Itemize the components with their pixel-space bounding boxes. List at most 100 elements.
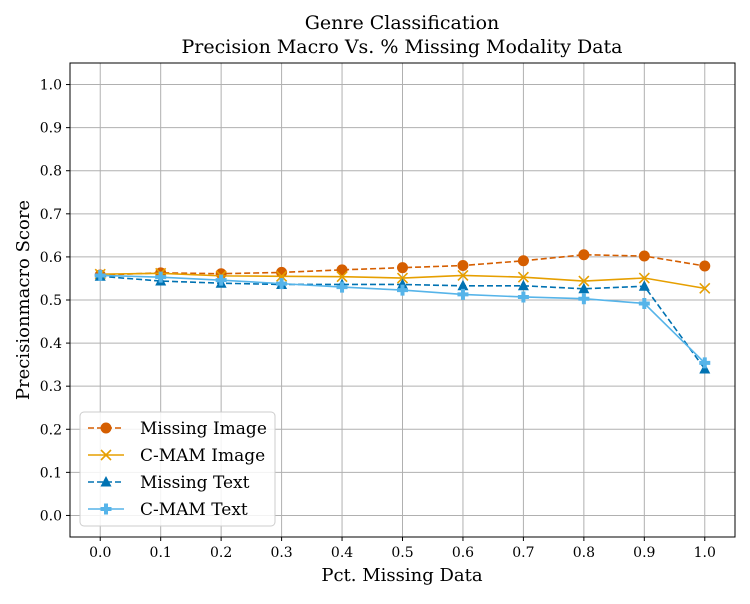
- data-point: [699, 282, 711, 294]
- x-marker: [336, 271, 348, 283]
- x-tick-label: 0.3: [270, 545, 292, 561]
- x-marker: [276, 270, 288, 282]
- x-tick-label: 0.0: [89, 545, 111, 561]
- x-tick-label: 0.7: [512, 545, 534, 561]
- y-tick-label: 0.5: [40, 293, 62, 309]
- x-tick-label: 0.6: [452, 545, 474, 561]
- plus-marker: [517, 291, 529, 303]
- circle-marker: [397, 262, 408, 274]
- triangle-marker: [638, 280, 650, 291]
- chart-subtitle: Precision Macro Vs. % Missing Modality D…: [181, 36, 622, 58]
- x-marker: [457, 269, 469, 282]
- x-marker: [517, 271, 529, 283]
- x-tick-label: 0.4: [331, 545, 353, 561]
- x-marker: [638, 272, 650, 284]
- x-tick-label: 0.2: [210, 545, 232, 561]
- legend-marker: [100, 503, 112, 515]
- x-tick-label: 0.8: [573, 545, 595, 561]
- y-axis-ticks: 0.0 0.1 0.2 0.3 0.4 0.5 0.6 0.7 0.8 0.9 1.0: [40, 78, 70, 524]
- triangle-marker: [517, 279, 529, 291]
- plus-marker: [638, 297, 650, 309]
- legend-item: Missing Image: [88, 419, 267, 439]
- x-tick-label: 0.9: [633, 545, 655, 561]
- y-tick-label: 0.2: [40, 422, 62, 438]
- triangle-marker: [397, 278, 408, 289]
- data-point: [155, 271, 167, 283]
- plus-marker: [155, 271, 167, 283]
- data-point: [397, 262, 408, 274]
- data-point: [638, 250, 650, 262]
- data-point: [457, 288, 469, 300]
- legend-marker: [100, 476, 112, 487]
- data-point: [336, 264, 348, 276]
- circle-marker: [638, 250, 650, 262]
- legend-label: Missing Image: [140, 419, 267, 439]
- x-axis-ticks: 0.0 0.1 0.2 0.3 0.4 0.5 0.6 0.7 0.8 0.9 1.0: [89, 537, 716, 561]
- legend-box: [79, 411, 276, 527]
- legend-item: Missing Text: [88, 473, 250, 493]
- y-tick-label: 1.0: [40, 78, 62, 94]
- legend-label: Missing Text: [140, 473, 250, 493]
- data-point: [638, 272, 650, 284]
- data-point: [638, 280, 650, 291]
- data-point: [276, 270, 288, 282]
- y-tick-label: 0.1: [40, 465, 62, 481]
- plus-marker: [457, 288, 469, 300]
- data-point: [578, 275, 590, 287]
- data-point: [517, 255, 529, 267]
- series-c-mam-text: [94, 269, 711, 369]
- y-axis-label: Precisionmacro Score: [13, 200, 34, 400]
- y-tick-label: 0.3: [40, 379, 62, 395]
- plus-marker: [215, 274, 227, 286]
- x-marker: [100, 449, 112, 461]
- data-point: [699, 260, 711, 272]
- data-point: [94, 269, 106, 281]
- data-point: [517, 291, 529, 303]
- data-point: [699, 357, 711, 369]
- data-point: [578, 249, 590, 261]
- circle-marker: [336, 264, 348, 276]
- y-tick-label: 0.9: [40, 121, 62, 137]
- y-tick-label: 0.4: [40, 336, 62, 352]
- x-tick-label: 0.5: [391, 545, 413, 561]
- plus-marker: [578, 293, 590, 305]
- x-marker: [699, 282, 711, 294]
- legend-marker: [100, 449, 112, 461]
- x-axis-label: Pct. Missing Data: [321, 565, 483, 586]
- data-point: [457, 279, 469, 291]
- data-point: [215, 274, 227, 286]
- legend: Missing Image C-MAM Image Missing Text C-MA…: [79, 411, 276, 527]
- x-marker: [396, 272, 409, 284]
- data-point: [397, 278, 408, 289]
- circle-marker: [457, 260, 469, 272]
- data-point: [578, 282, 590, 294]
- data-point: [457, 260, 469, 272]
- y-tick-label: 0.0: [40, 508, 62, 524]
- y-tick-label: 0.8: [40, 164, 62, 180]
- circle-marker: [517, 255, 529, 267]
- legend-marker: [100, 422, 112, 434]
- triangle-marker: [578, 282, 590, 294]
- data-point: [457, 269, 469, 282]
- plus-marker: [699, 357, 711, 369]
- y-tick-label: 0.7: [40, 207, 62, 223]
- legend-item: C-MAM Image: [88, 446, 265, 466]
- triangle-marker: [100, 476, 112, 487]
- series-group: [94, 249, 711, 374]
- data-point: [578, 293, 590, 305]
- legend-label: C-MAM Image: [140, 446, 265, 466]
- plus-marker: [336, 281, 348, 293]
- y-tick-label: 0.6: [40, 250, 62, 266]
- data-point: [276, 278, 288, 290]
- plus-marker: [94, 269, 106, 281]
- data-point: [517, 271, 529, 283]
- data-point: [397, 284, 408, 296]
- data-point: [396, 272, 409, 284]
- circle-marker: [100, 422, 112, 434]
- circle-marker: [578, 249, 590, 261]
- plus-marker: [100, 503, 112, 515]
- plus-marker: [276, 278, 288, 290]
- x-tick-label: 0.1: [150, 545, 172, 561]
